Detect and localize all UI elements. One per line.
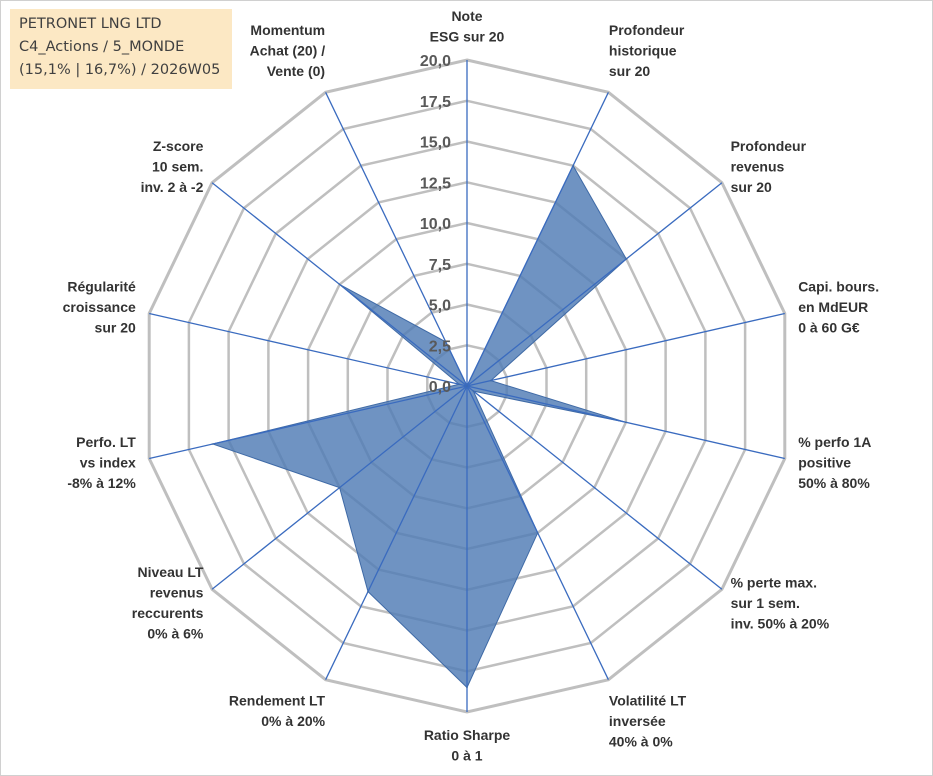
data-point: [458, 383, 460, 386]
axis-label-line: Rendement LT: [229, 692, 326, 708]
axis-label: Profondeur historique sur 20: [609, 22, 685, 79]
axis-label-line: Momentum: [250, 22, 325, 38]
axis-label-line: vs index: [80, 455, 136, 471]
axis-label: Ratio Sharpe 0 à 1: [424, 727, 511, 764]
axis-label-line: -8% à 12%: [67, 475, 136, 491]
axis-label-line: Achat (20) /: [250, 43, 326, 59]
company-name: PETRONET LNG LTD: [19, 16, 162, 32]
axis-label-line: Ratio Sharpe: [424, 727, 511, 743]
axis-label-line: Profondeur: [731, 138, 807, 154]
axis-label-line: Capi. bours.: [798, 278, 879, 294]
axis-label-line: inv. 50% à 20%: [731, 616, 830, 632]
radial-tick-label: 15,0: [420, 135, 451, 152]
data-point: [625, 421, 627, 424]
data-point: [536, 532, 539, 534]
axis-spoke: [466, 312, 785, 387]
axis-label-line: Note: [451, 8, 482, 24]
axis-label-line: sur 20: [95, 319, 136, 335]
axis-label-line: sur 20: [609, 63, 650, 79]
data-point: [338, 486, 341, 489]
radial-tick-label: 12,5: [420, 175, 451, 192]
data-point: [490, 379, 492, 382]
axis-label-line: en MdEUR: [798, 299, 868, 315]
axis-label: Profondeur revenus sur 20: [731, 138, 807, 195]
axis-label: Régularité croissance sur 20: [63, 278, 136, 335]
radial-tick-label: 17,5: [420, 94, 451, 111]
axis-label-line: Volatilité LT: [609, 692, 687, 708]
axis-label: Capi. bours. en MdEUR 0 à 60 G€: [798, 278, 879, 335]
axis-spoke: [466, 385, 723, 590]
data-point: [211, 443, 214, 445]
radial-tick-label: 5,0: [429, 298, 451, 315]
data-point: [338, 283, 341, 286]
axis-label: Niveau LT revenus reccurents 0% à 6%: [132, 564, 204, 642]
axis-label-line: reccurents: [132, 605, 204, 621]
axis-label-line: 40% à 0%: [609, 733, 673, 749]
axis-label: Rendement LT 0% à 20%: [229, 692, 326, 729]
axis-label-line: sur 20: [731, 179, 772, 195]
data-point: [572, 164, 574, 167]
data-point: [445, 341, 447, 343]
data-point: [625, 258, 628, 260]
radial-tick-label: 0,0: [429, 379, 451, 396]
axis-label-line: 0 à 1: [451, 748, 482, 764]
axis-label: Note ESG sur 20: [430, 8, 505, 45]
axis-label-line: historique: [609, 43, 677, 59]
radial-tick-label: 10,0: [420, 216, 451, 233]
data-point: [466, 686, 468, 689]
axis-label-line: positive: [798, 455, 851, 471]
radial-tick-label: 20,0: [420, 53, 451, 70]
data-point: [466, 385, 468, 387]
data-point: [367, 590, 369, 593]
portfolio-category: C4_Actions / 5_MONDE: [19, 39, 185, 55]
axis-label-line: 50% à 80%: [798, 475, 870, 491]
data-point: [472, 390, 475, 392]
axis-label-line: ESG sur 20: [430, 29, 505, 45]
title-box: PETRONET LNG LTD C4_Actions / 5_MONDE (1…: [10, 9, 232, 89]
axis-label: Perfo. LT vs index -8% à 12%: [67, 434, 136, 491]
axis-label-line: Vente (0): [267, 63, 325, 79]
axis-label-line: 10 sem.: [152, 159, 203, 175]
axis-label-line: % perfo 1A: [798, 434, 871, 450]
axis-spoke: [466, 92, 609, 387]
axis-spoke: [325, 385, 468, 680]
axis-label-line: Régularité: [67, 278, 136, 294]
axis-spoke: [466, 182, 723, 387]
radial-tick-label: 2,5: [429, 338, 451, 355]
score-period: (15,1% | 16,7%) / 2026W05: [19, 62, 221, 78]
axis-spoke: [149, 312, 468, 387]
axis-label-line: inv. 2 à -2: [141, 179, 204, 195]
axis-label: Momentum Achat (20) / Vente (0): [250, 22, 326, 79]
axis-label-line: Z-score: [153, 138, 204, 154]
axis-label-line: Niveau LT: [138, 564, 204, 580]
radial-tick-label: 7,5: [429, 257, 451, 274]
axis-label-line: % perte max.: [731, 575, 817, 591]
axis-label-line: 0 à 60 G€: [798, 319, 860, 335]
axis-spoke: [149, 385, 468, 460]
axis-label-line: croissance: [63, 299, 136, 315]
axis-label: % perfo 1A positive 50% à 80%: [798, 434, 871, 491]
axis-label-line: sur 1 sem.: [731, 595, 800, 611]
axis-label-line: Perfo. LT: [76, 434, 136, 450]
axis-label: Volatilité LT inversée 40% à 0%: [609, 692, 687, 749]
axis-label-line: revenus: [731, 159, 785, 175]
axis-label-line: 0% à 20%: [261, 713, 325, 729]
axis-label-line: Profondeur: [609, 22, 685, 38]
axis-label: % perte max. sur 1 sem. inv. 50% à 20%: [731, 575, 830, 632]
axis-spoke: [325, 92, 468, 387]
axis-label-line: inversée: [609, 713, 666, 729]
axis-label-line: 0% à 6%: [147, 626, 204, 642]
axis-label-line: revenus: [150, 585, 204, 601]
axis-label: Z-score 10 sem. inv. 2 à -2: [141, 138, 204, 195]
